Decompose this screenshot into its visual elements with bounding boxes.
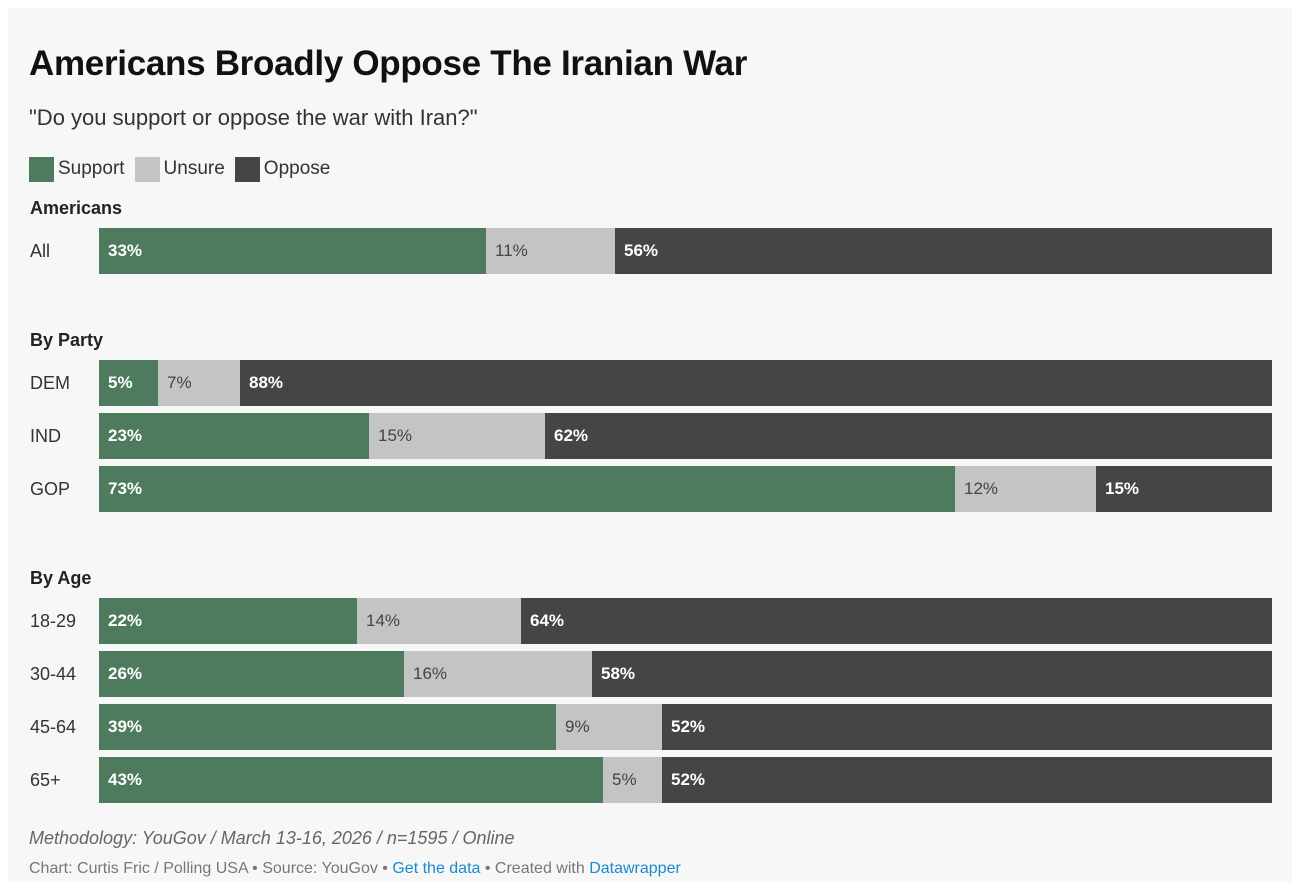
data-label-support: 5% — [108, 373, 133, 392]
bar-segment-support: 22% — [99, 598, 357, 644]
group-title: By Age — [30, 568, 92, 588]
bar-segment-support: 26% — [99, 651, 404, 697]
get-the-data-link[interactable]: Get the data — [392, 860, 481, 877]
legend-item-unsure: Unsure — [134, 156, 225, 182]
data-label-oppose: 56% — [624, 241, 659, 260]
credit-prefix: Chart: Curtis Fric / Polling USA • Sourc… — [29, 860, 393, 877]
data-label-unsure: 14% — [366, 611, 401, 630]
data-label-support: 39% — [108, 717, 143, 736]
stacked-bar: 5% 7% 88% — [99, 360, 1272, 406]
stacked-bar: 23% 15% 62% — [99, 413, 1272, 459]
bar-segment-support: 5% — [99, 360, 158, 406]
data-label-unsure: 15% — [378, 426, 413, 445]
bar-segment-oppose: 64% — [521, 598, 1272, 644]
data-label-support: 73% — [108, 479, 143, 498]
chart-subtitle: "Do you support or oppose the war with I… — [29, 105, 478, 130]
data-label-oppose: 58% — [601, 664, 636, 683]
data-label-support: 43% — [108, 770, 143, 789]
credit-line: Chart: Curtis Fric / Polling USA • Sourc… — [29, 860, 681, 878]
stacked-bar: 26% 16% 58% — [99, 651, 1272, 697]
row-label: GOP — [30, 479, 71, 499]
stacked-bar: 73% 12% 15% — [99, 466, 1272, 512]
stacked-bar: 22% 14% 64% — [99, 598, 1272, 644]
legend: Support Unsure Oppose — [29, 156, 340, 182]
bar-segment-support: 23% — [99, 413, 369, 459]
bar-segment-unsure: 11% — [486, 228, 615, 274]
data-label-support: 33% — [108, 241, 143, 260]
legend-item-support: Support — [29, 156, 125, 182]
bar-segment-oppose: 58% — [592, 651, 1272, 697]
legend-swatch-unsure — [134, 156, 160, 182]
bar-segment-unsure: 15% — [369, 413, 545, 459]
row-label: 30-44 — [30, 664, 77, 684]
data-label-oppose: 52% — [671, 717, 706, 736]
data-label-oppose: 52% — [671, 770, 706, 789]
row-label: DEM — [30, 373, 70, 393]
legend-label-oppose: Oppose — [263, 158, 331, 179]
stacked-bar: 43% 5% 52% — [99, 757, 1272, 803]
data-label-support: 26% — [108, 664, 143, 683]
row-label: 65+ — [30, 770, 61, 790]
data-label-unsure: 11% — [495, 241, 528, 260]
bar-segment-support: 73% — [99, 466, 955, 512]
data-label-oppose: 64% — [530, 611, 565, 630]
data-label-unsure: 12% — [964, 479, 999, 498]
stacked-bar: 33% 11% 56% — [99, 228, 1272, 274]
data-label-unsure: 9% — [565, 717, 590, 736]
bar-segment-support: 33% — [99, 228, 486, 274]
legend-swatch-support — [29, 156, 54, 182]
legend-label-unsure: Unsure — [163, 158, 225, 179]
data-label-support: 22% — [108, 611, 143, 630]
datawrapper-link[interactable]: Datawrapper — [589, 860, 681, 877]
bar-segment-oppose: 56% — [615, 228, 1272, 274]
data-label-oppose: 88% — [249, 373, 284, 392]
data-label-oppose: 62% — [554, 426, 589, 445]
bar-segment-oppose: 62% — [545, 413, 1272, 459]
bar-segment-unsure: 7% — [158, 360, 240, 406]
row-label: IND — [30, 426, 61, 446]
row-label: 18-29 — [30, 611, 77, 631]
bar-segment-support: 39% — [99, 704, 556, 750]
bar-segment-oppose: 15% — [1096, 466, 1272, 512]
chart-card: Americans Broadly Oppose The Iranian War… — [8, 8, 1292, 882]
bar-segment-unsure: 14% — [357, 598, 521, 644]
chart-title: Americans Broadly Oppose The Iranian War — [29, 44, 748, 83]
bar-segment-unsure: 12% — [955, 466, 1096, 512]
data-label-unsure: 7% — [167, 373, 192, 392]
data-label-unsure: 5% — [612, 770, 637, 789]
bar-segment-oppose: 52% — [662, 757, 1272, 803]
bar-segment-unsure: 9% — [556, 704, 662, 750]
data-label-oppose: 15% — [1105, 479, 1140, 498]
credit-middle: • Created with — [480, 860, 590, 877]
bar-segment-oppose: 88% — [240, 360, 1272, 406]
row-label: 45-64 — [30, 717, 77, 737]
data-label-support: 23% — [108, 426, 143, 445]
methodology-note: Methodology: YouGov / March 13-16, 2026 … — [29, 828, 515, 848]
legend-label-support: Support — [58, 158, 125, 179]
stacked-bar: 39% 9% 52% — [99, 704, 1272, 750]
bar-segment-unsure: 16% — [404, 651, 592, 697]
row-label: All — [30, 241, 51, 261]
bar-segment-oppose: 52% — [662, 704, 1272, 750]
data-label-unsure: 16% — [413, 664, 448, 683]
legend-item-oppose: Oppose — [234, 156, 331, 182]
bar-segment-support: 43% — [99, 757, 603, 803]
legend-swatch-oppose — [234, 156, 260, 182]
group-title: By Party — [30, 330, 104, 350]
group-title: Americans — [30, 198, 123, 218]
bar-segment-unsure: 5% — [603, 757, 662, 803]
